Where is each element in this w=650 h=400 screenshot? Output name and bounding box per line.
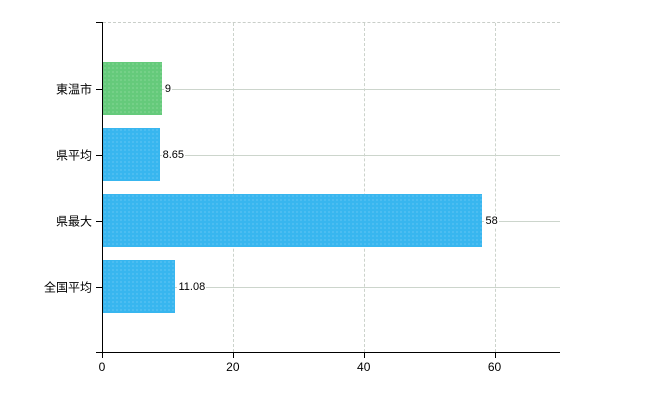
x-tick-label: 60 [487,360,502,374]
x-axis [96,352,560,353]
x-axis-tick [102,353,103,358]
x-tick-label: 0 [98,360,106,374]
category-label: 東温市 [55,82,92,96]
bar-value-label: 9 [163,82,172,95]
bar-2 [103,194,483,247]
category-gridline [103,287,560,288]
category-label: 県最大 [55,214,92,228]
bar-value-label: 8.65 [161,148,186,161]
category-tick [96,287,102,288]
x-tick-label: 40 [357,360,371,374]
category-tick [96,89,102,90]
bar-value-label: 11.08 [177,280,207,293]
plot-top-border [103,22,560,23]
bar-value-label: 58 [484,214,499,227]
vertical-gridline [363,23,365,352]
x-tick-label: 20 [226,360,240,374]
category-tick [96,155,102,156]
bar-3 [103,260,176,313]
bar-0 [103,62,162,115]
x-axis-tick [494,353,496,358]
category-gridline [103,155,560,156]
category-gridline [103,89,560,90]
category-label: 県平均 [55,148,92,162]
vertical-gridline [232,23,234,352]
bar-1 [103,128,160,181]
category-tick [96,221,102,222]
y-axis-top-tick [96,22,102,23]
category-label: 全国平均 [43,280,92,294]
vertical-gridline [494,23,496,352]
y-axis [102,22,103,353]
x-axis-tick [363,353,365,358]
x-axis-tick [232,353,234,358]
